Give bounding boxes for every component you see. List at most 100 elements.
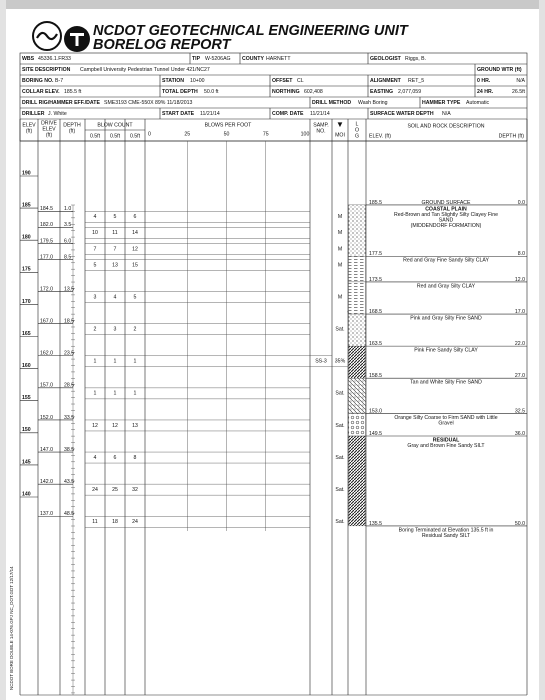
field-label: NORTHING bbox=[272, 89, 300, 95]
blow-count: 1 bbox=[94, 359, 97, 365]
drive-elev: 177.0 bbox=[40, 254, 53, 260]
blow-count: 1 bbox=[134, 391, 137, 397]
column-header: G bbox=[355, 133, 359, 139]
stratum-elev: 135.5 bbox=[369, 521, 382, 527]
stratum-depth: 8.0 bbox=[518, 251, 525, 257]
field-value: 11/21/14 bbox=[310, 111, 330, 117]
moisture: Sat. bbox=[335, 455, 344, 461]
field-label: OFFSET bbox=[272, 78, 293, 84]
field-value: Wash Boring bbox=[358, 100, 388, 106]
column-header: SOIL AND ROCK DESCRIPTION bbox=[407, 123, 484, 129]
stratum-elev: 168.5 bbox=[369, 309, 382, 315]
stratum-depth: 36.0 bbox=[515, 431, 525, 437]
field-value: Automatic bbox=[466, 100, 489, 106]
drive-elev: 179.5 bbox=[40, 238, 53, 244]
field-value: B-7 bbox=[55, 78, 63, 84]
blow-count: 1 bbox=[114, 359, 117, 365]
field-label: SURFACE WATER DEPTH bbox=[370, 111, 434, 117]
column-header: BLOW COUNT bbox=[97, 122, 133, 128]
stratum-description: Boring Terminated at Elevation 135.5 ft … bbox=[399, 527, 494, 533]
moisture: M bbox=[338, 230, 342, 236]
subtitle: BORELOG REPORT bbox=[93, 37, 232, 53]
moisture: M bbox=[338, 262, 342, 268]
blow-count: 5 bbox=[134, 294, 137, 300]
field-label: TIP bbox=[192, 56, 201, 62]
stratum-description: Pink Fine Sandy Silty CLAY bbox=[414, 348, 478, 354]
stratum-description: Red and Gray Fine Sandy Silty CLAY bbox=[403, 258, 489, 264]
stratum-description: Red and Gray Silty CLAY bbox=[417, 283, 476, 289]
column-header: SAMP. bbox=[313, 122, 328, 128]
field-label: SITE DESCRIPTION bbox=[22, 67, 71, 73]
stratum-depth: 50.0 bbox=[515, 521, 525, 527]
column-header: 0.5ft bbox=[90, 133, 101, 139]
stratum-heading: COASTAL PLAIN bbox=[425, 206, 467, 212]
column-header: ELEV bbox=[42, 126, 56, 132]
stratum-description: Residual Sandy SILT bbox=[422, 533, 471, 539]
stratum-label: GROUND SURFACE bbox=[422, 200, 472, 206]
column-header: ELEV bbox=[22, 122, 36, 128]
blow-count: 32 bbox=[132, 487, 138, 493]
stratum-depth: 0.0 bbox=[518, 200, 525, 206]
blow-count: 12 bbox=[92, 423, 98, 429]
column-header: 0.5ft bbox=[110, 133, 121, 139]
graphic-log bbox=[348, 378, 366, 414]
drive-elev: 184.5 bbox=[40, 206, 53, 212]
field-label: GROUND WTR (ft) bbox=[477, 67, 522, 73]
elev-tick-label: 170 bbox=[22, 299, 31, 305]
blow-count: 6 bbox=[134, 214, 137, 220]
sample-depth: 6.0 bbox=[64, 238, 71, 244]
moisture: Sat. bbox=[335, 391, 344, 397]
stratum-heading: RESIDUAL bbox=[433, 437, 460, 443]
field-label: EASTING bbox=[370, 89, 393, 95]
blow-count: 4 bbox=[114, 294, 117, 300]
moisture: Sat. bbox=[335, 487, 344, 493]
field-label: START DATE bbox=[162, 111, 195, 117]
sample-depth: 13.5 bbox=[64, 286, 74, 292]
blow-count: 24 bbox=[132, 519, 138, 525]
column-header: DRIVE bbox=[41, 120, 57, 126]
blow-count: 1 bbox=[94, 391, 97, 397]
field-label: 0 HR. bbox=[477, 78, 491, 84]
elev-tick-label: 180 bbox=[22, 235, 31, 241]
blow-count: 8 bbox=[134, 455, 137, 461]
blow-count: 15 bbox=[132, 262, 138, 268]
field-label: WBS bbox=[22, 56, 35, 62]
sample-depth: 8.5 bbox=[64, 254, 71, 260]
scan-edge bbox=[0, 0, 545, 9]
sample-depth: 43.5 bbox=[64, 479, 74, 485]
field-label: DRILL METHOD bbox=[312, 100, 351, 106]
field-label: COUNTY bbox=[242, 56, 264, 62]
stratum-elev: 158.5 bbox=[369, 373, 382, 379]
title: NCDOT GEOTECHNICAL ENGINEERING UNIT bbox=[93, 23, 409, 39]
stratum-description: Gravel bbox=[438, 420, 453, 426]
elev-tick-label: 155 bbox=[22, 395, 31, 401]
stratum-description: Pink and Gray Silty Fine SAND bbox=[410, 315, 482, 321]
field-label: ALIGNMENT bbox=[370, 78, 402, 84]
graphic-log bbox=[348, 256, 366, 283]
stratum-depth: 17.0 bbox=[515, 309, 525, 315]
elev-tick-label: 175 bbox=[22, 267, 31, 273]
graphic-log bbox=[348, 435, 366, 527]
moisture: M bbox=[338, 214, 342, 220]
field-value: Campbell University Pedestrian Tunnel Un… bbox=[80, 67, 210, 73]
elev-tick-label: 160 bbox=[22, 363, 31, 369]
field-value: HARNETT bbox=[266, 56, 291, 62]
moisture: 35% bbox=[335, 359, 346, 365]
stratum-description: Red-Brown and Tan Slightly Silty Clayey … bbox=[394, 212, 498, 218]
field-label: DRILLER bbox=[22, 111, 45, 117]
drive-elev: 157.0 bbox=[40, 383, 53, 389]
sample-no: SS-3 bbox=[315, 359, 327, 365]
blow-count: 4 bbox=[94, 455, 97, 461]
field-label: TOTAL DEPTH bbox=[162, 89, 198, 95]
blow-count: 1 bbox=[134, 359, 137, 365]
blow-count: 4 bbox=[94, 214, 97, 220]
moisture: Sat. bbox=[335, 327, 344, 333]
drive-elev: 137.0 bbox=[40, 511, 53, 517]
elev-tick-label: 185 bbox=[22, 202, 31, 208]
graphic-log bbox=[348, 413, 366, 437]
blow-count: 12 bbox=[132, 246, 138, 252]
blow-count: 13 bbox=[112, 262, 118, 268]
column-header: (ft) bbox=[46, 132, 53, 138]
stratum-description: Orange Silty Coarse to Firm SAND with Li… bbox=[394, 415, 497, 421]
field-value: J. White bbox=[48, 111, 67, 117]
